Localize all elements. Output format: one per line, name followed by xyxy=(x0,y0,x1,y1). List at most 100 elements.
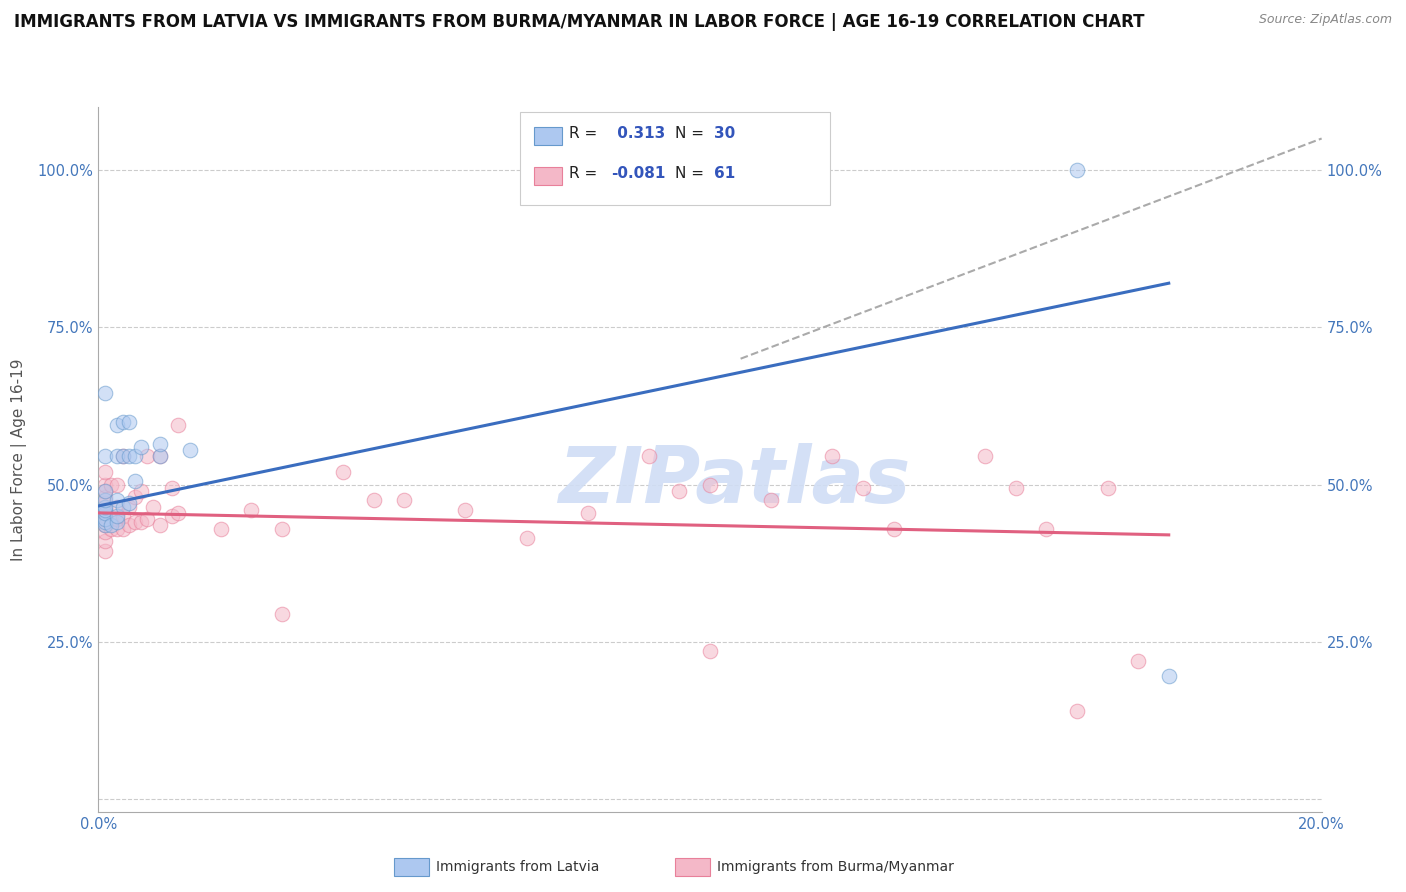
Point xyxy=(105,508,128,523)
Point xyxy=(852,481,875,495)
Point xyxy=(111,522,134,536)
Point xyxy=(136,449,159,463)
Point xyxy=(149,518,172,533)
Point xyxy=(105,493,128,508)
Point xyxy=(93,490,115,504)
Point xyxy=(363,493,385,508)
Point xyxy=(93,477,115,491)
Text: R =: R = xyxy=(569,167,603,181)
Text: N =: N = xyxy=(675,127,709,141)
Point xyxy=(149,449,172,463)
Point xyxy=(124,475,146,489)
Point xyxy=(111,500,134,514)
Point xyxy=(668,483,690,498)
Point xyxy=(179,442,201,457)
Point xyxy=(454,502,477,516)
Point xyxy=(93,483,115,498)
Point xyxy=(392,493,416,508)
Point xyxy=(93,518,115,533)
Point xyxy=(93,516,115,530)
Point xyxy=(93,502,115,516)
Point xyxy=(100,518,122,533)
Point xyxy=(160,481,183,495)
Point xyxy=(118,496,141,510)
Point xyxy=(124,516,146,530)
Point xyxy=(160,508,183,523)
Point xyxy=(105,477,128,491)
Point xyxy=(1097,481,1119,495)
Point xyxy=(637,449,661,463)
Point xyxy=(93,512,115,526)
Text: 61: 61 xyxy=(714,167,735,181)
Text: Source: ZipAtlas.com: Source: ZipAtlas.com xyxy=(1258,13,1392,27)
Point xyxy=(111,415,134,429)
Point xyxy=(111,449,134,463)
Point xyxy=(100,512,122,526)
Point xyxy=(699,477,721,491)
Point xyxy=(209,522,232,536)
Point xyxy=(105,516,128,530)
Point xyxy=(699,644,721,658)
Point xyxy=(124,449,146,463)
Point xyxy=(240,502,263,516)
Text: IMMIGRANTS FROM LATVIA VS IMMIGRANTS FROM BURMA/MYANMAR IN LABOR FORCE | AGE 16-: IMMIGRANTS FROM LATVIA VS IMMIGRANTS FRO… xyxy=(14,13,1144,31)
Point xyxy=(759,493,782,508)
Text: R =: R = xyxy=(569,127,603,141)
Text: ZIPatlas: ZIPatlas xyxy=(558,442,911,518)
Point xyxy=(1157,669,1180,683)
Point xyxy=(118,415,141,429)
Y-axis label: In Labor Force | Age 16-19: In Labor Force | Age 16-19 xyxy=(11,358,27,561)
Point xyxy=(124,490,146,504)
Point xyxy=(93,506,115,520)
Point xyxy=(93,496,115,510)
Point xyxy=(100,522,122,536)
Point xyxy=(167,506,190,520)
Text: Immigrants from Burma/Myanmar: Immigrants from Burma/Myanmar xyxy=(717,860,953,874)
Point xyxy=(93,508,115,523)
Point xyxy=(93,524,115,539)
Text: N =: N = xyxy=(675,167,709,181)
Point xyxy=(105,449,128,463)
Point xyxy=(149,449,172,463)
Point xyxy=(974,449,997,463)
Point xyxy=(100,477,122,491)
Point xyxy=(129,440,152,454)
Point xyxy=(270,522,292,536)
Point xyxy=(1035,522,1057,536)
Text: Immigrants from Latvia: Immigrants from Latvia xyxy=(436,860,599,874)
Point xyxy=(93,493,115,508)
Point xyxy=(1066,163,1088,178)
Point xyxy=(93,543,115,558)
Text: 30: 30 xyxy=(714,127,735,141)
Point xyxy=(105,500,128,514)
Point xyxy=(93,518,115,533)
Point xyxy=(883,522,905,536)
Point xyxy=(118,500,141,514)
Point xyxy=(149,436,172,450)
Point xyxy=(1128,654,1150,668)
Point xyxy=(105,417,128,432)
Text: -0.081: -0.081 xyxy=(612,167,666,181)
Point xyxy=(93,483,115,498)
Point xyxy=(93,449,115,463)
Point xyxy=(136,512,159,526)
Point xyxy=(1066,704,1088,718)
Point xyxy=(93,386,115,401)
Point xyxy=(105,522,128,536)
Point xyxy=(118,449,141,463)
Point xyxy=(93,502,115,516)
Text: 0.313: 0.313 xyxy=(612,127,665,141)
Point xyxy=(111,449,134,463)
Point xyxy=(111,508,134,523)
Point xyxy=(516,531,538,545)
Point xyxy=(142,500,165,514)
Point xyxy=(576,506,599,520)
Point xyxy=(105,512,128,526)
Point xyxy=(167,417,190,432)
Point xyxy=(129,483,152,498)
Point xyxy=(118,518,141,533)
Point xyxy=(821,449,844,463)
Point xyxy=(1004,481,1026,495)
Point xyxy=(93,500,115,514)
Point xyxy=(93,465,115,479)
